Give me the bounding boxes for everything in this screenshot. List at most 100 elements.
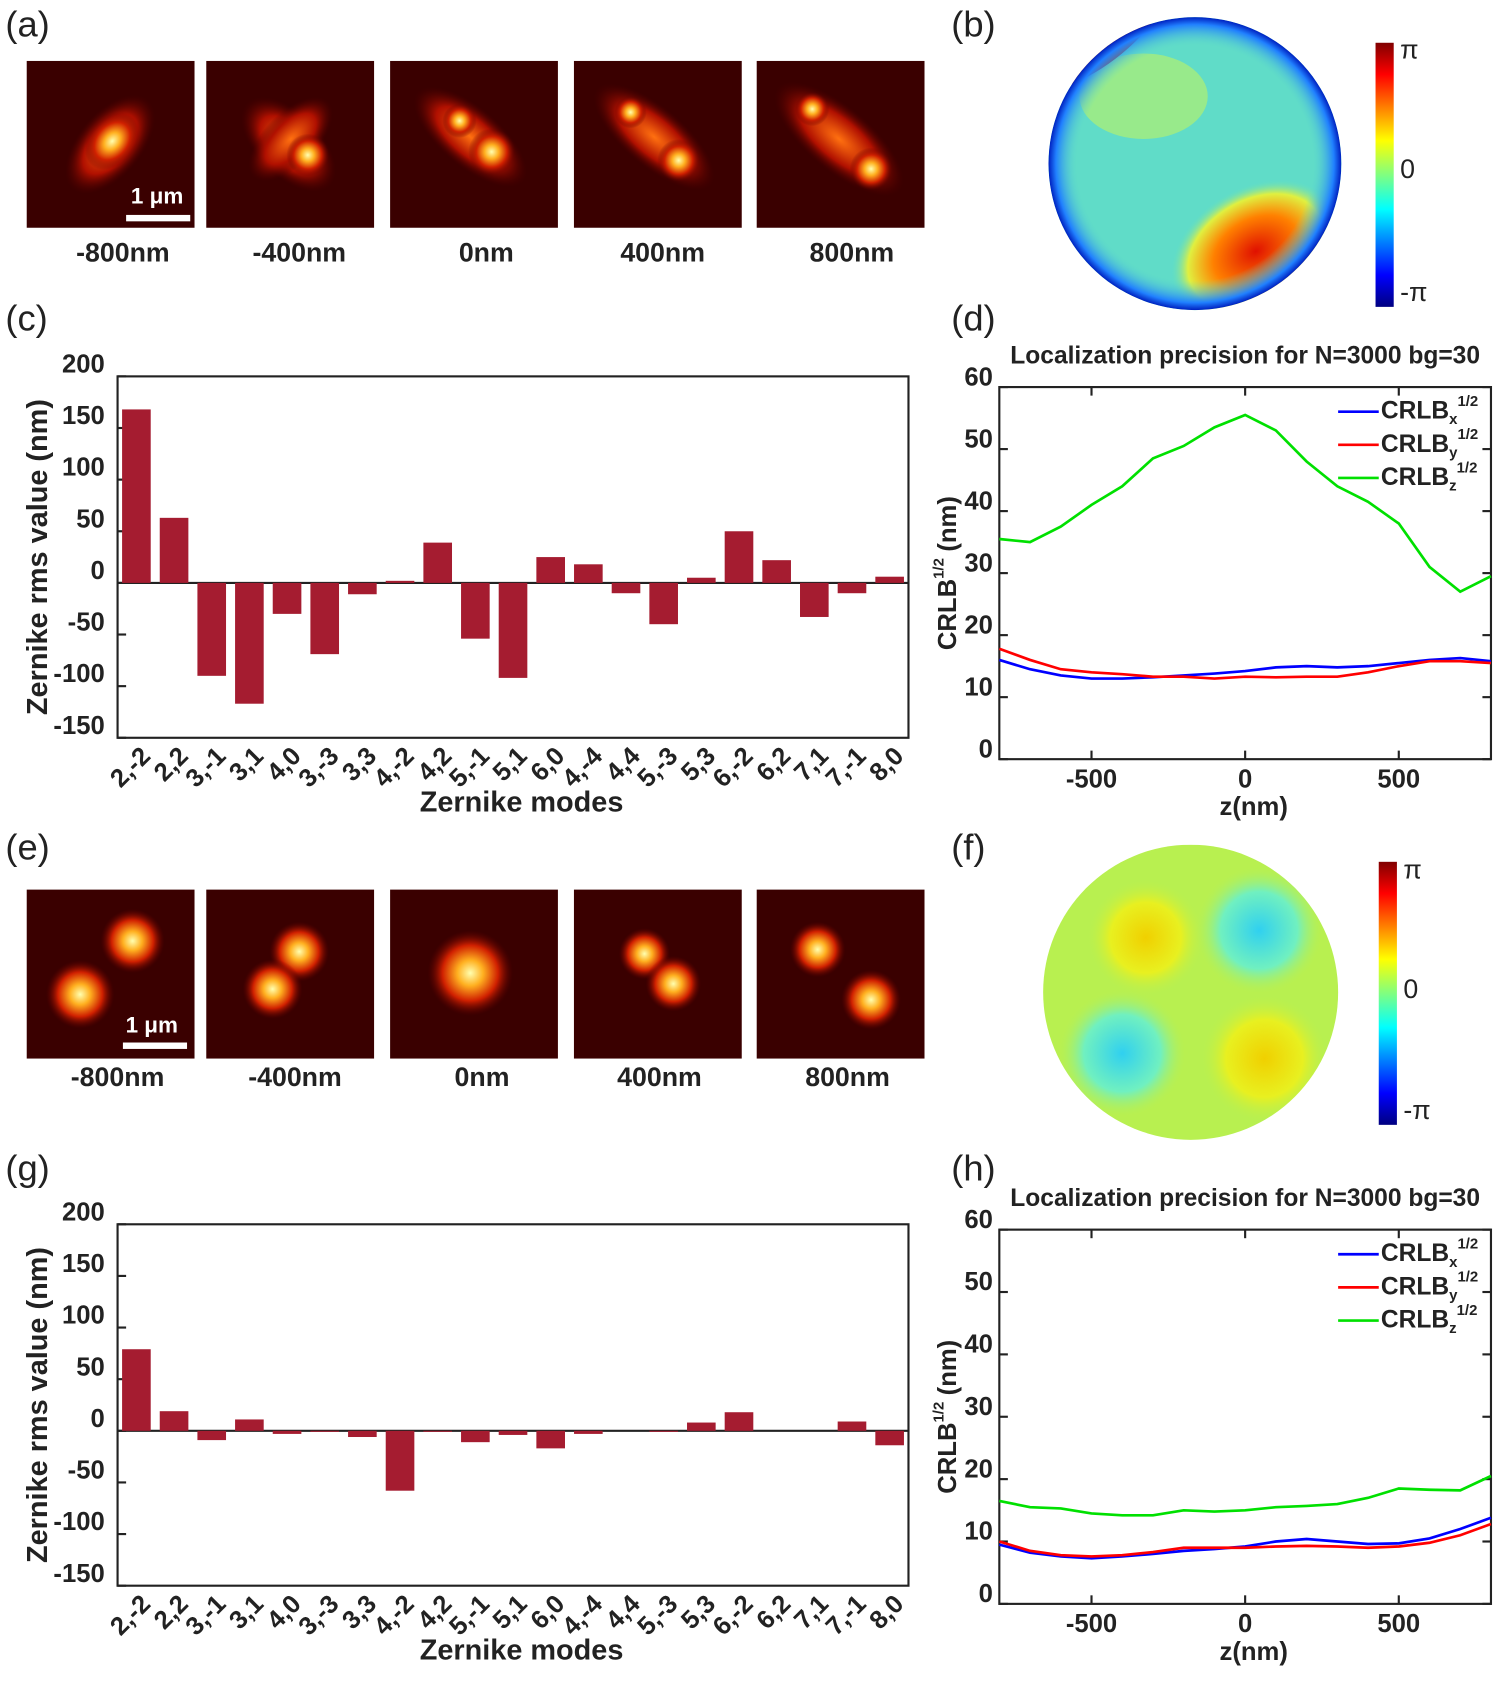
y-tick-label: 100	[62, 454, 105, 482]
y-tick-label: 50	[76, 505, 105, 533]
y-tick-label: 50	[76, 1353, 105, 1381]
y-axis-label-part: 1/2	[930, 558, 947, 579]
bar	[272, 582, 302, 614]
psf-spot	[84, 112, 140, 170]
legend-sub: y	[1449, 444, 1458, 461]
psf-spot	[841, 969, 901, 1030]
legend-label: CRLBz1/2	[1381, 1302, 1478, 1337]
y-tick-label: -50	[68, 609, 105, 637]
colorbar-label: 0	[1403, 974, 1418, 1004]
y-tick-label: 0	[979, 1580, 993, 1608]
bar	[122, 1349, 151, 1431]
legend-name: CRLB	[1381, 463, 1449, 490]
x-tick-label: 0	[1238, 765, 1252, 793]
z-label: 400nm	[617, 1062, 702, 1092]
bar	[461, 1430, 490, 1443]
psf-spot	[468, 128, 516, 176]
psf-spot	[789, 921, 846, 978]
bar	[235, 582, 264, 704]
x-axis-label: z(nm)	[1220, 1638, 1288, 1666]
phase-region	[1058, 989, 1187, 1118]
legend-name: CRLB	[1381, 397, 1449, 424]
bar	[310, 582, 340, 655]
bar	[800, 582, 829, 617]
panel-label: (g)	[5, 1147, 49, 1188]
y-tick-label: 60	[964, 1206, 993, 1234]
z-label: 0nm	[455, 1062, 510, 1092]
x-tick-label: 5,1	[488, 1590, 533, 1635]
x-tick-label: 0	[1238, 1610, 1252, 1638]
psf-spot	[657, 139, 701, 182]
phase-region	[1194, 866, 1324, 995]
panel-label: (h)	[951, 1147, 995, 1188]
y-tick-label: 200	[62, 350, 105, 378]
panel-label: (e)	[5, 827, 49, 868]
legend-sup: 1/2	[1457, 426, 1478, 443]
y-tick-label: 50	[964, 1268, 993, 1296]
legend-sub: x	[1449, 1254, 1458, 1271]
bar	[159, 517, 189, 583]
psf-spot	[248, 96, 333, 182]
bar	[423, 542, 453, 583]
plot-frame	[116, 1223, 910, 1587]
bar	[272, 1430, 302, 1434]
bar	[536, 1430, 565, 1449]
psf-spot	[442, 103, 477, 138]
bar	[197, 1430, 227, 1441]
y-tick-label: -100	[53, 1508, 104, 1536]
panel-label: (f)	[951, 827, 985, 868]
y-tick-label: 150	[62, 1250, 105, 1278]
plot-frame	[116, 375, 910, 739]
colorbar	[1375, 42, 1394, 307]
series-line	[998, 1522, 1492, 1558]
y-tick-label: 10	[964, 673, 993, 701]
y-tick-label: 0	[90, 557, 104, 585]
z-label: 800nm	[805, 1062, 890, 1092]
scale-bar-label: 1 μm	[126, 1012, 178, 1037]
y-axis-label: Zernike rms value (nm)	[22, 1247, 54, 1563]
phase-map: π 0 -π	[1043, 844, 1431, 1140]
bar	[574, 564, 603, 583]
legend-label: CRLBy1/2	[1381, 1269, 1478, 1304]
chart-title: Localization precision for N=3000 bg=30	[1010, 1185, 1480, 1212]
phase-edge	[1048, 17, 1342, 311]
colorbar-label: π	[1403, 854, 1421, 884]
y-axis-label-part: (nm)	[934, 496, 962, 552]
bar	[649, 1430, 678, 1432]
series-line	[998, 647, 1492, 680]
y-tick-label: 40	[964, 1331, 993, 1359]
y-tick-label: -150	[53, 1560, 104, 1588]
bar	[498, 582, 528, 678]
y-tick-label: 40	[964, 487, 993, 515]
x-axis-label: Zernike modes	[420, 787, 624, 819]
bar	[385, 1430, 415, 1491]
z-label: -800nm	[76, 238, 170, 268]
colorbar-label: -π	[1403, 1095, 1430, 1125]
psf-spot	[45, 960, 115, 1029]
bar	[423, 1430, 453, 1432]
x-tick-label: 8,0	[864, 1590, 909, 1635]
line-chart: Localization precision for N=3000 bg=30 0…	[930, 1185, 1493, 1666]
x-axis-label: Zernike modes	[420, 1635, 624, 1667]
y-axis-label: CRLB1/2 (nm)	[930, 496, 961, 650]
z-label: -400nm	[248, 1062, 342, 1092]
bar	[875, 1430, 904, 1446]
bar-chart: -150-100-500501001502002,-22,23,-13,14,0…	[22, 350, 910, 819]
legend-label: CRLBx1/2	[1381, 393, 1478, 428]
y-tick-label: 10	[964, 1518, 993, 1546]
x-tick-label: 500	[1377, 765, 1420, 793]
phase-region	[1200, 994, 1329, 1123]
bar	[724, 1412, 754, 1431]
psf-spot	[849, 147, 893, 191]
bar	[762, 560, 791, 583]
phase-region	[1086, 878, 1205, 997]
panel-label: (d)	[951, 297, 995, 338]
psf-spot	[100, 908, 165, 974]
series-line	[998, 1516, 1492, 1560]
legend-label: CRLBz1/2	[1381, 459, 1478, 494]
legend-sub: z	[1449, 477, 1456, 494]
bar	[687, 1422, 716, 1431]
psf-spot	[242, 959, 303, 1019]
bar	[348, 1430, 377, 1438]
psf-row: 1 μm -800nm -400nm 0nm 400nm 800nm	[26, 60, 925, 268]
